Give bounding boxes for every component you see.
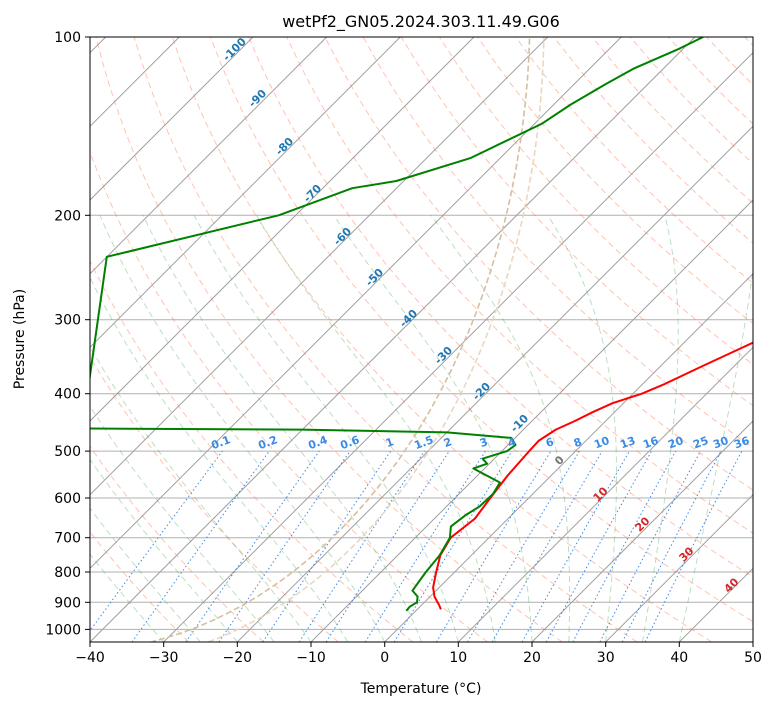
- moist-adiabat-line: [333, 215, 533, 642]
- mixing-ratio-label: 1.5: [412, 433, 435, 452]
- mixing-ratio-line: [298, 450, 425, 642]
- temperature-line: [432, 341, 753, 610]
- x-tick-label: −30: [149, 650, 179, 666]
- mixing-ratio-label: 6: [544, 435, 556, 450]
- mixing-ratio-label: 0.6: [338, 433, 361, 452]
- plot-background: [90, 37, 753, 642]
- isotherm-line: [163, 51, 753, 642]
- isotherm-line: [752, 641, 753, 642]
- mixing-ratio-label: 0.2: [256, 433, 279, 452]
- mixing-ratio-label: 4: [506, 435, 518, 450]
- dewpoint-line: [90, 37, 704, 612]
- y-tick-label: 100: [54, 30, 81, 46]
- y-tick-label: 400: [54, 387, 81, 403]
- x-tick-label: −10: [296, 650, 326, 666]
- isotherm-line: [310, 199, 753, 642]
- x-tick-label: 30: [597, 650, 615, 666]
- background-lines: [90, 37, 753, 642]
- isotherm-line: [531, 420, 753, 642]
- isotherm-line: [457, 346, 753, 642]
- chart-title: wetPf2_GN05.2024.303.11.49.G06: [282, 12, 560, 32]
- isotherm-line: [90, 37, 549, 496]
- mixing-ratio-line: [185, 450, 320, 642]
- mixing-ratio-label: 10: [592, 434, 611, 452]
- isotherm-line: [605, 493, 753, 642]
- dry-adiabat-line: [95, 37, 563, 642]
- sounding-series: [90, 37, 753, 612]
- mixing-ratio-label: 2: [442, 435, 454, 450]
- mixing-ratio-line: [644, 450, 743, 642]
- moist-adiabat-line: [678, 265, 753, 642]
- moist-adiabat-line: [642, 215, 679, 642]
- mixing-ratio-label: 3: [478, 435, 490, 450]
- x-tick-label: 50: [744, 650, 762, 666]
- x-tick-label: 0: [380, 650, 389, 666]
- isotherm-line: [90, 37, 328, 275]
- moist-adiabat-line: [99, 215, 386, 642]
- y-axis-label: Pressure (hPa): [12, 289, 28, 389]
- moist-adiabat-line: [90, 405, 275, 642]
- x-tick-label: −20: [223, 650, 253, 666]
- x-axis-label: Temperature (°C): [360, 681, 482, 697]
- y-tick-label: 300: [54, 313, 81, 329]
- reference-arc-line: [205, 37, 545, 642]
- isotherm-line: [90, 37, 254, 201]
- dry-adiabat-line: [515, 37, 753, 284]
- y-tick-label: 600: [54, 491, 81, 507]
- dry-adiabat-line: [210, 37, 753, 623]
- dry-adiabat-line: [90, 445, 264, 642]
- axes: −40 −30 −20 −10 0 10 20 30 40 5010020030040050060…: [45, 30, 762, 666]
- y-tick-label: 500: [54, 444, 81, 460]
- reference-arc-line: [147, 37, 531, 642]
- mixing-ratio-line: [572, 450, 677, 642]
- moist-adiabat-line: [547, 215, 617, 642]
- mixing-ratio-label: 36: [732, 434, 751, 452]
- y-tick-label: 700: [54, 531, 81, 547]
- plot-frame: [89, 36, 754, 643]
- mixing-ratio-label: 30: [711, 434, 730, 452]
- dry-adiabat-line: [133, 37, 638, 642]
- x-tick-label: 10: [449, 650, 467, 666]
- x-tick-label: −40: [75, 650, 105, 666]
- x-tick-label: 40: [670, 650, 688, 666]
- mixing-ratio-line: [262, 450, 392, 642]
- moist-adiabat-line: [430, 215, 571, 642]
- mixing-ratio-line: [90, 450, 223, 632]
- mixing-ratio-line: [545, 450, 653, 642]
- dry-adiabat-line: [248, 37, 753, 578]
- dry-adiabat-line: [324, 37, 753, 491]
- dry-adiabat-line: [286, 37, 753, 534]
- mixing-ratio-label: 0.1: [209, 433, 232, 452]
- moist-adiabat-line: [90, 458, 238, 642]
- moist-adiabat-line: [193, 215, 459, 642]
- mixing-ratio-line: [131, 450, 270, 642]
- isotherm-line: [90, 37, 401, 349]
- mixing-ratio-label: 20: [666, 434, 685, 452]
- dry-adiabat-line: [90, 259, 414, 642]
- moist-adiabat-line: [142, 215, 422, 642]
- y-tick-label: 1000: [45, 622, 81, 638]
- x-tick-label: 20: [523, 650, 541, 666]
- mixing-ratio-label: 8: [572, 435, 584, 450]
- y-tick-label: 800: [54, 565, 81, 581]
- mixing-ratio-label: 0.4: [306, 433, 329, 452]
- mixing-ratio-label: 1: [384, 435, 396, 450]
- y-tick-label: 900: [54, 595, 81, 611]
- mixing-ratio-label: 13: [618, 434, 637, 451]
- isotherm-line: [90, 37, 696, 642]
- mixing-ratio-line: [521, 450, 630, 642]
- mixing-ratio-label: 25: [691, 434, 710, 451]
- isotherm-line: [90, 37, 475, 422]
- mixing-ratio-label: 16: [641, 434, 660, 452]
- dry-adiabat-line: [90, 356, 339, 642]
- isotherm-line: [236, 125, 753, 642]
- mixing-ratio-line: [393, 450, 513, 642]
- y-tick-label: 200: [54, 208, 81, 224]
- mixing-ratio-line: [218, 450, 351, 642]
- mixing-ratio-line: [325, 450, 450, 642]
- isotherm-line: [384, 272, 753, 642]
